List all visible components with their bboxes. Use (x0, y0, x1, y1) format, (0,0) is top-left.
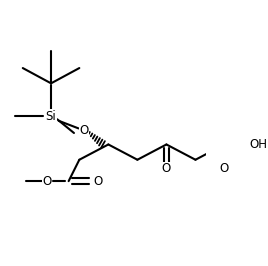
Text: O: O (94, 175, 103, 188)
Text: O: O (43, 175, 52, 188)
Text: O: O (79, 124, 88, 137)
Text: O: O (220, 163, 229, 175)
Text: O: O (162, 163, 171, 175)
Text: Si: Si (46, 110, 57, 123)
Text: OH: OH (249, 138, 267, 151)
